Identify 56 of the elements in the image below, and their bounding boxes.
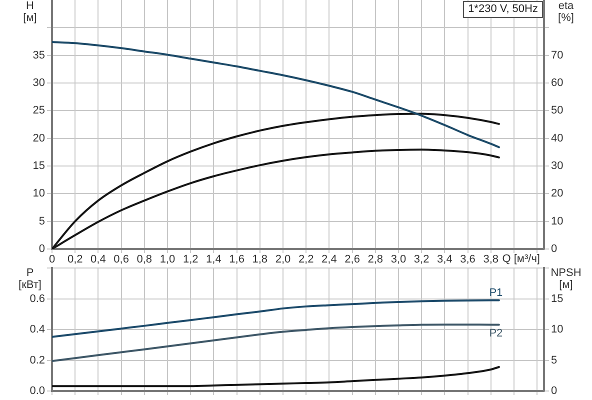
y-axis-title: H [м] bbox=[23, 0, 37, 24]
x-tick-label: 2,2 bbox=[298, 254, 314, 266]
chart-title: 1*230 V, 50Hz bbox=[463, 1, 543, 18]
x-tick-label: 3,2 bbox=[414, 254, 430, 266]
x-tick-label: 3,0 bbox=[390, 254, 406, 266]
x-tick-label: 1,8 bbox=[252, 254, 268, 266]
x-tick-label: 0 bbox=[48, 254, 56, 266]
y2-tick-label: 40 bbox=[551, 132, 564, 144]
y2-tick-label: 50 bbox=[551, 104, 564, 117]
y2-tick-label: 30 bbox=[551, 160, 564, 172]
y2-tick-label: 70 bbox=[551, 49, 564, 62]
x-tick-label: 2,8 bbox=[368, 254, 384, 266]
y-tick-label: 0.0 bbox=[30, 385, 45, 398]
y2-axis-title: eta [%] bbox=[558, 0, 574, 24]
x-tick-label: 1,4 bbox=[206, 254, 222, 266]
series-label: P2 bbox=[489, 327, 503, 340]
y2-tick-label: 15 bbox=[551, 292, 564, 305]
y-tick-label: 0.2 bbox=[30, 354, 45, 366]
y2-axis-title: NPSH [м] bbox=[550, 267, 582, 291]
y2-tick-label: 5 bbox=[551, 354, 558, 366]
x-tick-label: 3,6 bbox=[460, 254, 476, 266]
y2-tick-label: 10 bbox=[551, 324, 564, 336]
y-tick-label: 30 bbox=[32, 77, 45, 90]
x-tick-label: 2,6 bbox=[344, 254, 360, 266]
y-tick-label: 0.6 bbox=[30, 292, 45, 305]
series-label: P1 bbox=[489, 286, 503, 299]
y-tick-label: 5 bbox=[38, 215, 45, 228]
x-tick-label: 0,6 bbox=[114, 254, 129, 266]
x-tick-label: 1,0 bbox=[160, 254, 176, 266]
x-tick-label: 0,2 bbox=[67, 254, 83, 266]
x-tick-label: 2,0 bbox=[275, 254, 291, 266]
y-tick-label: 0 bbox=[38, 243, 45, 256]
x-tick-label: 0,4 bbox=[90, 254, 106, 266]
line-series bbox=[52, 366, 500, 388]
x-tick-label: 2,4 bbox=[322, 254, 337, 266]
y2-tick-label: 0 bbox=[551, 243, 558, 256]
y2-tick-label: 10 bbox=[551, 215, 564, 228]
y-tick-label: 15 bbox=[32, 160, 45, 172]
y-tick-label: 25 bbox=[32, 104, 45, 117]
x-tick-label: 0,8 bbox=[136, 254, 152, 266]
y2-tick-label: 20 bbox=[551, 188, 564, 200]
y-tick-label: 35 bbox=[32, 49, 45, 62]
x-axis-title: Q [м³/ч] bbox=[502, 253, 540, 265]
line-series bbox=[52, 41, 500, 148]
x-tick-label: 1,6 bbox=[229, 254, 244, 266]
y-tick-label: 20 bbox=[32, 132, 45, 144]
line-series bbox=[52, 299, 500, 338]
y2-tick-label: 0 bbox=[551, 385, 558, 398]
y-tick-label: 0.4 bbox=[30, 324, 45, 336]
y2-tick-label: 60 bbox=[551, 77, 564, 90]
x-tick-label: 1,2 bbox=[182, 254, 198, 266]
x-tick-label: 3,4 bbox=[437, 254, 452, 266]
x-tick-label: 3,8 bbox=[483, 254, 499, 266]
y-axis-title: P [кВт] bbox=[18, 267, 42, 291]
line-series bbox=[52, 324, 500, 362]
y-tick-label: 10 bbox=[32, 188, 45, 200]
